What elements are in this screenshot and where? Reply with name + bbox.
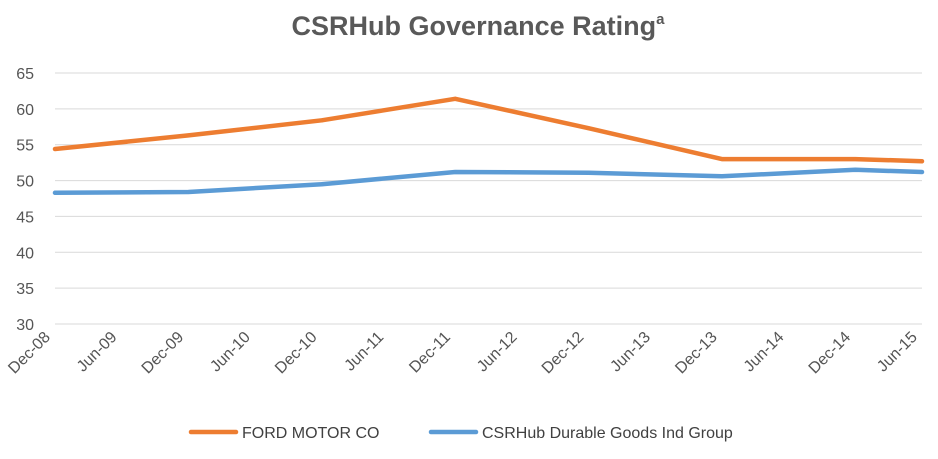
data-point bbox=[319, 118, 324, 123]
x-tick-label: Jun-10 bbox=[207, 329, 254, 376]
x-tick-label: Jun-11 bbox=[342, 329, 388, 375]
y-tick-label: 30 bbox=[16, 317, 34, 334]
data-point bbox=[719, 174, 724, 179]
y-tick-label: 65 bbox=[16, 66, 34, 83]
y-tick-label: 40 bbox=[16, 245, 34, 262]
y-tick-label: 50 bbox=[16, 174, 34, 191]
x-tick-label: Dec-13 bbox=[672, 329, 721, 378]
series-lines bbox=[52, 96, 925, 196]
data-point bbox=[920, 159, 924, 164]
series-line-1 bbox=[52, 167, 925, 196]
data-point bbox=[853, 157, 858, 162]
y-tick-label: 45 bbox=[16, 209, 34, 226]
x-tick-label: Jun-15 bbox=[874, 329, 921, 376]
y-tick-label: 60 bbox=[16, 102, 34, 119]
chart-title: CSRHub Governance Ratinga bbox=[292, 11, 666, 41]
data-point bbox=[719, 157, 724, 162]
x-tick-label: Jun-12 bbox=[474, 329, 521, 376]
gridlines bbox=[55, 72, 922, 325]
x-tick-label: Dec-10 bbox=[272, 329, 321, 378]
data-point bbox=[186, 190, 191, 195]
data-point bbox=[586, 170, 591, 175]
data-point bbox=[53, 147, 57, 152]
x-tick-label: Dec-09 bbox=[139, 329, 188, 378]
series-line-0 bbox=[52, 96, 925, 164]
data-point bbox=[53, 190, 57, 195]
x-tick-label: Dec-11 bbox=[406, 329, 454, 377]
legend-label: CSRHub Durable Goods Ind Group bbox=[482, 425, 733, 442]
y-axis: 30 35 40 45 50 55 60 65 bbox=[16, 66, 34, 334]
x-tick-label: Jun-09 bbox=[74, 329, 121, 376]
data-point bbox=[853, 167, 858, 172]
x-tick-label: Dec-14 bbox=[806, 329, 855, 378]
x-tick-label: Dec-08 bbox=[5, 329, 54, 378]
data-point bbox=[453, 96, 458, 101]
y-tick-label: 35 bbox=[16, 281, 34, 298]
legend: FORD MOTOR CO CSRHub Durable Goods Ind Gr… bbox=[188, 425, 733, 442]
x-axis: Dec-08 Jun-09 Dec-09 Jun-10 Dec-10 Jun-11 Dec-… bbox=[5, 329, 921, 378]
data-point bbox=[586, 126, 591, 131]
legend-label: FORD MOTOR CO bbox=[242, 425, 379, 442]
data-point bbox=[453, 169, 458, 174]
x-tick-label: Dec-12 bbox=[539, 329, 588, 378]
x-tick-label: Jun-13 bbox=[607, 329, 654, 376]
chart-title-text: CSRHub Governance Rating bbox=[292, 11, 657, 41]
data-point bbox=[319, 182, 324, 187]
y-tick-label: 55 bbox=[16, 138, 34, 155]
x-tick-label: Jun-14 bbox=[741, 329, 788, 376]
data-point bbox=[920, 169, 924, 174]
data-point bbox=[186, 133, 191, 138]
chart-title-superscript: a bbox=[656, 11, 665, 28]
